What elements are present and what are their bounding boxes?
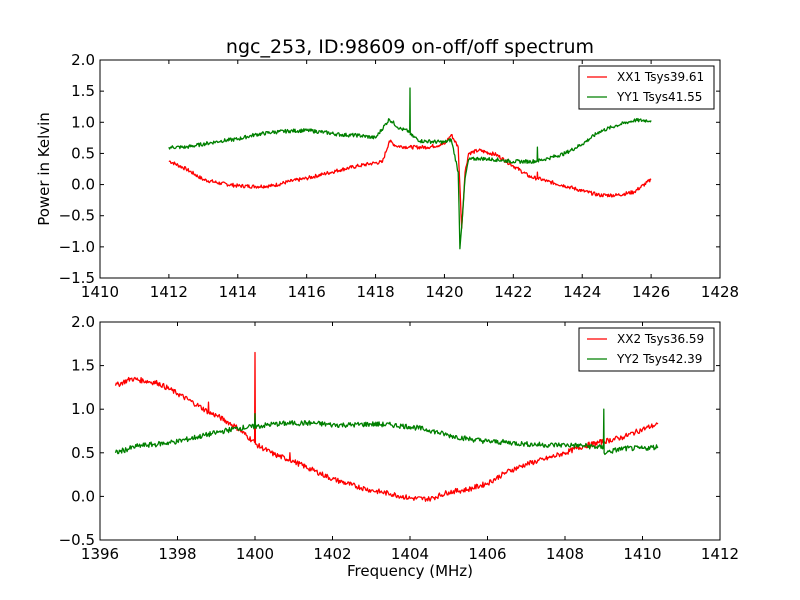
x-tick-label: 1426 — [632, 283, 670, 301]
x-tick-label: 1396 — [81, 545, 119, 563]
x-tick-label: 1428 — [701, 283, 739, 301]
legend-label: YY2 Tsys42.39 — [616, 352, 702, 366]
y-tick-label: 0.0 — [71, 176, 95, 194]
y-tick-label: 2.0 — [71, 313, 95, 331]
x-axis-label: Frequency (MHz) — [347, 562, 473, 580]
axes-frame — [99, 59, 721, 279]
subplot-1: 1410 1412 1414 1416 1418 1420 1422 1424 1426 1428… — [59, 51, 740, 301]
series-line-xx1 — [168, 133, 652, 229]
legend-label: YY1 Tsys41.55 — [616, 90, 702, 104]
y-tick-label: −0.5 — [59, 207, 95, 225]
y-tick-label: 1.0 — [71, 400, 95, 418]
legend-label: XX2 Tsys36.59 — [617, 332, 704, 346]
legend-box — [578, 327, 715, 372]
x-tick-label: 1406 — [468, 545, 506, 563]
legend: XX1 Tsys39.61 YY1 Tsys41.55 — [578, 65, 715, 110]
x-tick-label: 1422 — [494, 283, 532, 301]
y-tick-label: 2.0 — [71, 51, 95, 69]
y-tick-label: 1.5 — [71, 82, 95, 100]
x-tick-label: 1408 — [546, 545, 584, 563]
y-tick-label: 1.5 — [71, 357, 95, 375]
x-tick-label: 1410 — [623, 545, 661, 563]
x-tick-label: 1424 — [563, 283, 601, 301]
x-tick-label: 1404 — [391, 545, 429, 563]
subplot-2: 1396 1398 1400 1402 1404 1406 1408 1410 1412 −0.5… — [59, 313, 740, 563]
y-tick-label: 0.5 — [71, 444, 95, 462]
x-tick-label: 1412 — [701, 545, 739, 563]
y-tick-label: −1.0 — [59, 238, 95, 256]
x-tick-label: 1418 — [356, 283, 394, 301]
x-tick-label: 1414 — [219, 283, 257, 301]
legend-label: XX1 Tsys39.61 — [617, 70, 704, 84]
x-tick-label: 1402 — [313, 545, 351, 563]
y-axis-label: Power in Kelvin — [35, 112, 53, 226]
y-tick-label: −1.5 — [59, 269, 95, 287]
x-tick-label: 1412 — [150, 283, 188, 301]
y-tick-label: 0.5 — [71, 144, 95, 162]
series-line-xx2 — [114, 351, 659, 502]
x-tick-label: 1400 — [236, 545, 274, 563]
y-tick-label: −0.5 — [59, 531, 95, 549]
legend: XX2 Tsys36.59 YY2 Tsys42.39 — [578, 327, 715, 372]
series-line-yy2 — [114, 408, 659, 456]
x-tick-label: 1416 — [288, 283, 326, 301]
series-line-yy1 — [168, 87, 652, 250]
x-tick-label: 1398 — [158, 545, 196, 563]
legend-box — [578, 65, 715, 110]
x-tick-label: 1420 — [425, 283, 463, 301]
y-tick-label: 0.0 — [71, 487, 95, 505]
y-tick-label: 1.0 — [71, 113, 95, 131]
x-tick-label: 1410 — [81, 283, 119, 301]
chart-title: ngc_253, ID:98609 on-off/off spectrum — [226, 36, 594, 58]
